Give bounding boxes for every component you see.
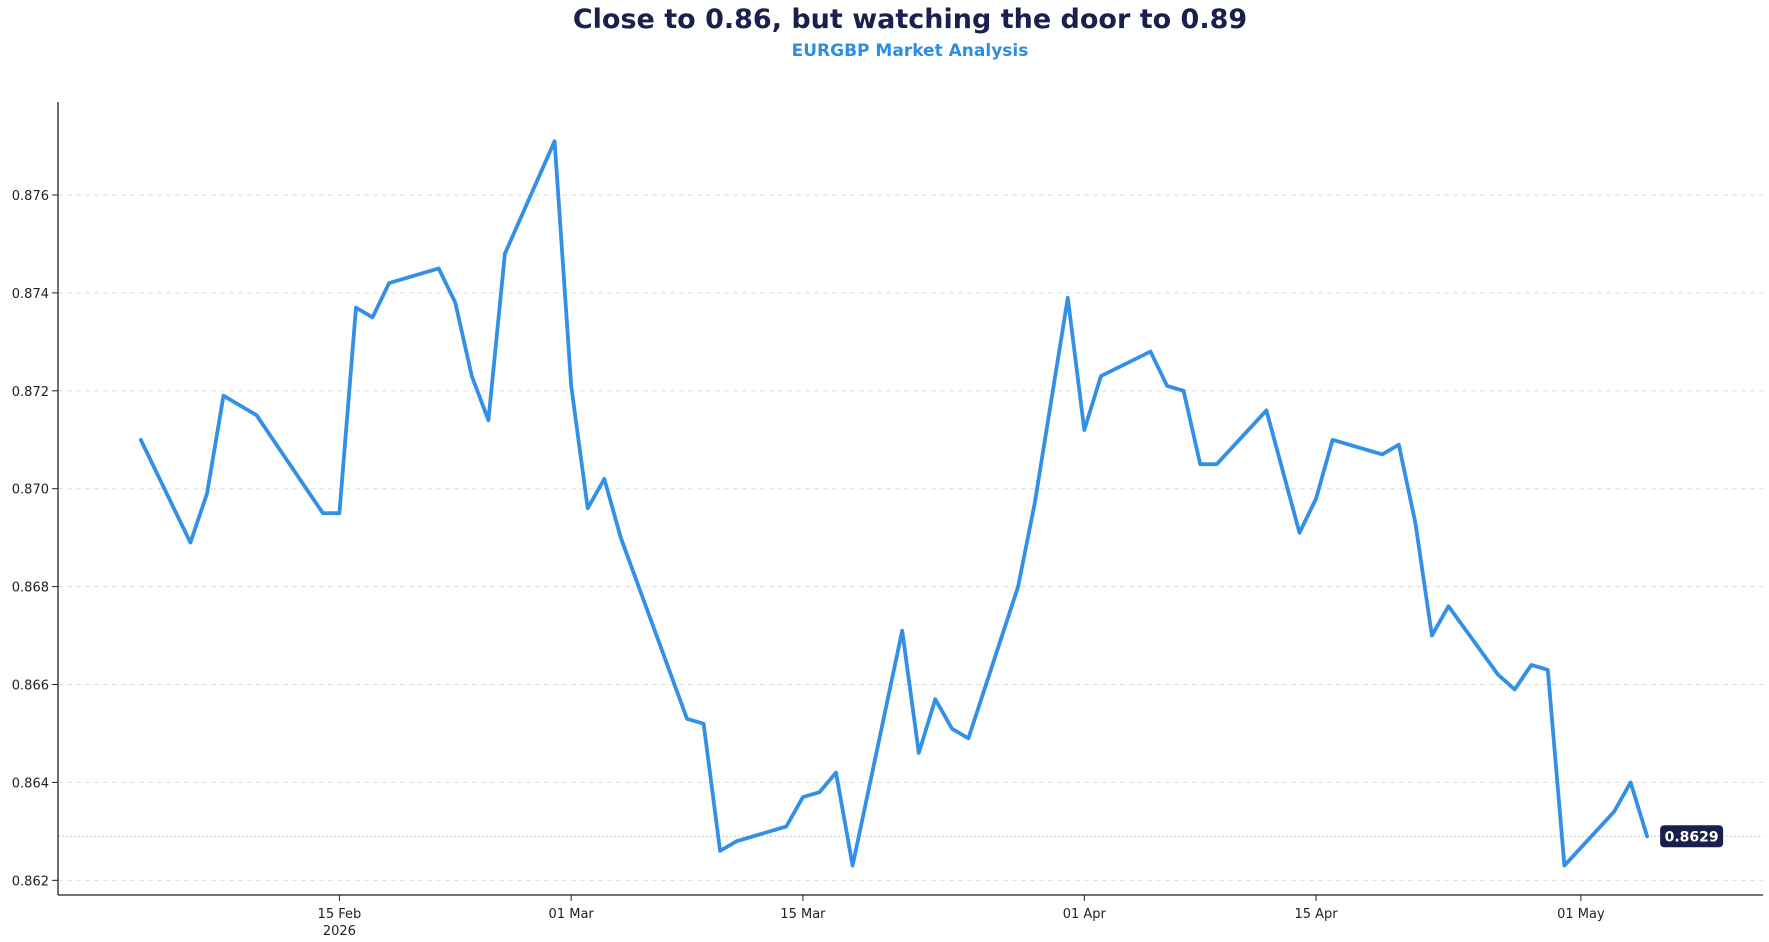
x-tick-label: 15 Apr — [1294, 907, 1338, 922]
y-tick-label: 0.876 — [12, 189, 49, 204]
series-line — [138, 139, 1649, 868]
y-axis-ticks: 0.862 0.864 0.866 0.868 0.870 0.872 0.874 0.876 — [12, 189, 58, 889]
grid-lines — [58, 194, 1763, 881]
y-tick-label: 0.874 — [12, 287, 49, 302]
x-axis-ticks: 15 Feb 2026 01 Mar 15 Mar 01 Apr 15 Apr 01 May — [318, 895, 1605, 939]
y-tick-label: 0.870 — [12, 483, 49, 498]
last-value-badge-bg — [1660, 825, 1724, 848]
axes — [57, 102, 1763, 896]
last-value-badge: 0.8629 — [1660, 825, 1724, 848]
x-tick-label: 01 Mar — [549, 907, 595, 922]
y-tick-label: 0.864 — [12, 776, 49, 791]
x-tick-label: 15 Feb — [318, 907, 362, 922]
x-tick-label: 15 Mar — [780, 907, 826, 922]
y-tick-label: 0.862 — [12, 874, 49, 889]
chart-subtitle: EURGBP Market Analysis — [791, 41, 1029, 61]
y-tick-label: 0.866 — [12, 679, 49, 694]
series-layer — [138, 139, 1649, 868]
y-tick-label: 0.872 — [12, 385, 49, 400]
x-tick-sublabel: 2026 — [323, 924, 356, 939]
x-tick-label: 01 May — [1557, 907, 1605, 922]
last-value-label: 0.8629 — [1665, 829, 1719, 845]
chart-title: Close to 0.86, but watching the door to … — [572, 4, 1248, 35]
y-tick-label: 0.868 — [12, 581, 49, 596]
x-tick-label: 01 Apr — [1063, 907, 1107, 922]
